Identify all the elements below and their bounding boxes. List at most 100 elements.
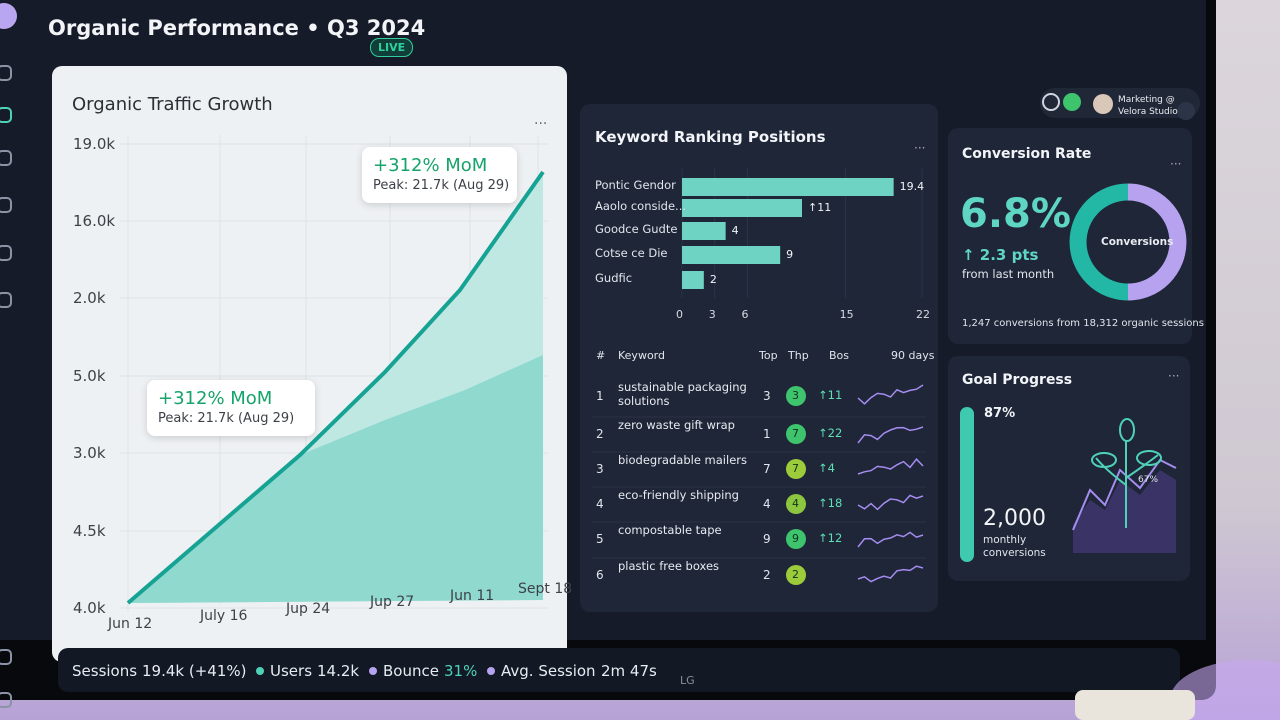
keyword: plastic free boxes (618, 559, 720, 573)
stat-label: Avg. Session (501, 662, 596, 680)
card-title: Goal Progress (962, 372, 1073, 388)
position: 7 (792, 462, 799, 475)
y-axis-label: 5.0k (73, 367, 106, 385)
bar (682, 271, 704, 289)
desk-glow (1170, 660, 1280, 720)
stat-value: 2m 47s (601, 662, 657, 680)
traffic-line (126, 170, 545, 605)
live-badge: LIVE (370, 38, 414, 58)
header-title: Organic Performance • Q3 2024 (48, 16, 426, 40)
y-axis-label: 2.0k (73, 289, 106, 307)
plant-leaf (1136, 450, 1162, 466)
x-tick-label: 0 (676, 308, 683, 321)
donut-purple (1127, 183, 1187, 301)
status-dot (1063, 93, 1081, 111)
change: ↑18 (818, 496, 843, 510)
brand-logo: LG (680, 674, 695, 687)
position: 9 (792, 532, 799, 545)
position-badge (786, 386, 806, 406)
bar (682, 246, 781, 264)
bar-label: Gudfic (595, 271, 633, 285)
table-header: Bos (829, 349, 850, 362)
card-menu: ··· (534, 116, 547, 132)
bar (682, 222, 726, 240)
rank: 6 (596, 568, 604, 582)
stat-label: Users (270, 662, 313, 680)
sparkline (857, 426, 924, 444)
x-axis-label: July 16 (200, 608, 248, 624)
x-tick-label: 15 (839, 308, 854, 321)
top-position: 9 (763, 532, 771, 546)
rank: 5 (596, 532, 604, 546)
user-line: Velora Studio (1118, 107, 1178, 117)
rank: 2 (596, 427, 604, 441)
callout-change: +312% MoM (158, 388, 273, 409)
sparkline (857, 494, 924, 511)
goal-target-label: monthly conversions (983, 534, 1046, 559)
donut-teal (1069, 183, 1129, 301)
callout-change: +312% MoM (373, 155, 488, 176)
sidebar-icon (0, 65, 12, 81)
card-menu: ··· (914, 141, 925, 155)
position-badge (786, 459, 806, 479)
change: ↑12 (818, 531, 843, 545)
bar-label: Cotse ce Die (595, 246, 668, 260)
x-axis-label: Jun 11 (450, 588, 495, 604)
plant-stem (1095, 440, 1159, 528)
bar-label: Aaolo conside... (595, 199, 687, 213)
goal-target: 2,000 (983, 506, 1046, 531)
keyword: eco-friendly shipping (618, 488, 739, 502)
callout (362, 147, 517, 203)
position-badge (786, 424, 806, 444)
x-tick-label: 6 (741, 308, 749, 321)
goal-inner-label: 67% (1138, 475, 1159, 485)
card-title: Keyword Ranking Positions (595, 128, 826, 146)
refresh-icon (1042, 93, 1060, 111)
x-axis-label: Jup 24 (286, 601, 331, 617)
card-title: Conversion Rate (962, 146, 1092, 162)
keyword: zero waste gift wrap (618, 418, 735, 432)
sidebar-icon (0, 692, 12, 708)
bar-value-label: 9 (786, 248, 794, 261)
bar-label: Goodce Gudte (595, 222, 678, 236)
traffic-area-inner (128, 355, 543, 603)
bar-value-label: 2 (709, 273, 717, 286)
card-menu: ··· (1170, 157, 1181, 171)
position-badge (786, 565, 806, 585)
y-axis-label: 16.0k (73, 212, 116, 230)
y-axis-label: 3.0k (73, 444, 106, 462)
position-badge (786, 494, 806, 514)
stat-value: 19.4k (+41%) (142, 662, 247, 680)
sidebar-icon (0, 107, 12, 123)
rank: 4 (596, 497, 604, 511)
bar (682, 199, 802, 217)
sparkline (857, 565, 924, 583)
x-tick-label: 22 (916, 308, 930, 321)
sparkline (857, 384, 924, 405)
table-header: 90 days (891, 349, 935, 362)
rate-period: from last month (962, 267, 1055, 281)
keyword: compostable tape (618, 523, 722, 537)
position: 2 (792, 568, 799, 581)
stat-value: 31% (444, 662, 478, 680)
rate-change: ↑ 2.3 pts (962, 246, 1039, 264)
stat-dot (369, 667, 377, 675)
top-position: 4 (763, 497, 771, 511)
stat-label: Bounce (383, 662, 439, 680)
y-axis-label: 19.0k (73, 135, 116, 153)
position: 3 (792, 389, 799, 402)
top-position: 1 (763, 427, 771, 441)
sidebar-icon (0, 245, 12, 261)
position: 4 (792, 497, 799, 510)
table-header: Top (759, 349, 778, 362)
bar-value-label: 19.4 (899, 180, 925, 193)
user-line: Marketing @ (1118, 95, 1175, 105)
top-position: 3 (763, 389, 771, 403)
change: ↑11 (818, 388, 843, 402)
sidebar-avatar (0, 3, 17, 29)
sidebar-icon (0, 150, 12, 166)
y-axis-label: 4.0k (73, 599, 106, 617)
stat-dot (487, 667, 495, 675)
table-header: Keyword (618, 349, 665, 362)
